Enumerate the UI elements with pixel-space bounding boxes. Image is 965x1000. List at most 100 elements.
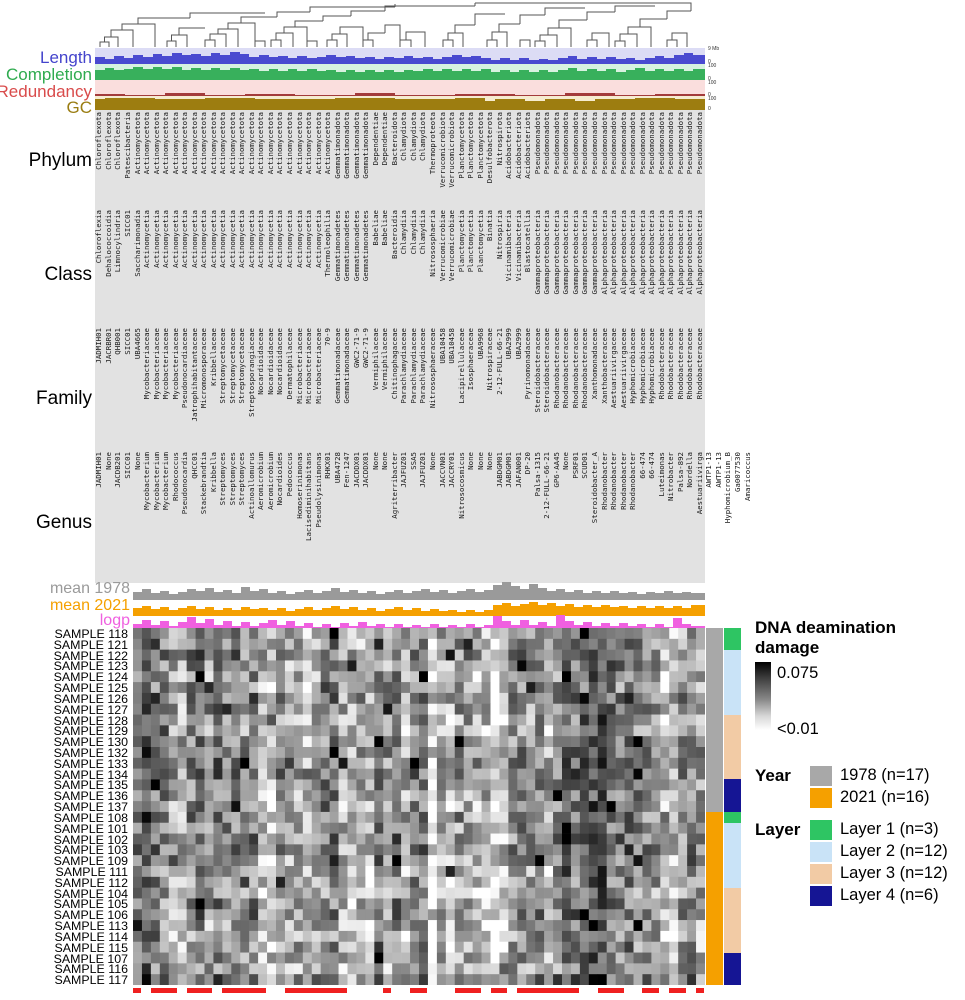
heatmap-cell <box>284 930 295 943</box>
layer-annotation-column <box>724 628 741 986</box>
heatmap-cell <box>258 941 268 953</box>
heatmap-cell <box>195 920 205 932</box>
heatmap-cell <box>597 909 607 921</box>
heatmap-cell <box>320 952 330 964</box>
significance-bar-9 <box>517 988 579 993</box>
heatmap-cell <box>687 952 697 964</box>
heatmap-cell <box>597 822 607 834</box>
layer-cell-21 <box>724 855 741 867</box>
heatmap-cell <box>293 952 304 964</box>
heatmap-cell <box>633 963 643 975</box>
heatmap-cell <box>508 974 518 985</box>
heatmap-cell <box>570 757 581 769</box>
heatmap-cell <box>669 660 679 672</box>
heatmap-cell <box>526 866 536 878</box>
heatmap-cell <box>168 692 178 705</box>
heatmap-cell <box>284 757 295 769</box>
heatmap-cell <box>660 671 670 683</box>
heatmap-cell <box>141 941 152 953</box>
heatmap-cell <box>508 671 518 683</box>
heatmap-cell <box>687 844 697 856</box>
heatmap-cell <box>365 963 375 975</box>
heatmap-cell <box>544 768 554 780</box>
heatmap-cell <box>445 811 456 824</box>
heatmap-cell <box>365 692 375 705</box>
heatmap-cell <box>186 801 196 813</box>
legend-layer-label-2: Layer 2 (n=12) <box>840 842 948 860</box>
heatmap-cell <box>168 649 178 661</box>
heatmap-cell <box>168 855 178 867</box>
heatmap-cell <box>267 703 277 715</box>
heatmap-cell <box>240 649 250 661</box>
heatmap-cell <box>204 747 214 759</box>
heatmap-cell <box>642 692 652 705</box>
heatmap-cell <box>401 671 411 683</box>
heatmap-cell <box>159 703 170 715</box>
heatmap-cell <box>624 779 634 791</box>
heatmap-cell <box>508 779 518 791</box>
sample-label-19: SAMPLE 102 <box>53 832 128 847</box>
heatmap-cell <box>204 920 214 932</box>
heatmap-cell <box>624 628 634 640</box>
heatmap-cell <box>329 671 339 683</box>
mean-label-1978: mean 1978 <box>49 580 130 597</box>
legend-layer-label-3: Layer 3 (n=12) <box>840 864 948 882</box>
heatmap-cell <box>427 844 438 856</box>
heatmap-cell <box>329 660 339 672</box>
heatmap-cell <box>141 974 152 985</box>
heatmap-cell <box>383 725 393 737</box>
heatmap-cell <box>615 790 625 802</box>
heatmap-cell <box>669 628 679 640</box>
heatmap-cell <box>213 898 223 910</box>
heatmap-cell <box>392 660 402 672</box>
heatmap-cell <box>615 671 625 683</box>
heatmap-cell <box>535 638 545 650</box>
heatmap-cell <box>553 671 563 683</box>
heatmap-cell <box>642 844 652 856</box>
heatmap-cell <box>669 974 679 985</box>
year-cell-9 <box>706 725 723 737</box>
heatmap-cell <box>499 811 509 824</box>
heatmap-cell <box>678 682 688 694</box>
heatmap-cell <box>186 660 196 672</box>
heatmap-cell <box>284 822 295 834</box>
heatmap-cell <box>383 876 393 888</box>
heatmap-cell <box>392 866 402 878</box>
heatmap-cell <box>347 725 357 737</box>
heatmap-cell <box>356 671 366 683</box>
heatmap-cell <box>687 682 697 694</box>
heatmap-cell <box>374 822 384 834</box>
heatmap-cell <box>535 682 545 694</box>
heatmap-cell <box>544 866 554 878</box>
heatmap-cell <box>508 876 518 888</box>
heatmap-cell <box>588 811 599 824</box>
heatmap-cell <box>249 822 259 834</box>
phylum-label-63: Pseudomonadota <box>694 112 704 175</box>
heatmap-cell <box>651 898 661 910</box>
heatmap-cell <box>311 909 321 921</box>
heatmap[interactable] <box>133 628 705 985</box>
heatmap-cell <box>141 790 152 802</box>
heatmap-cell <box>231 974 241 985</box>
heatmap-cell <box>544 692 554 705</box>
heatmap-cell <box>401 790 411 802</box>
heatmap-cell <box>249 974 259 985</box>
heatmap-cell <box>687 660 697 672</box>
heatmap-cell <box>258 714 268 726</box>
heatmap-cell <box>570 649 581 661</box>
heatmap-cell <box>526 747 536 759</box>
heatmap-cell <box>454 876 464 888</box>
heatmap-cell <box>651 649 661 661</box>
heatmap-cell <box>258 768 268 780</box>
heatmap-cell <box>338 898 348 910</box>
heatmap-cell <box>213 963 223 975</box>
year-cell-13 <box>706 768 723 780</box>
heatmap-cell <box>544 844 554 856</box>
heatmap-cell <box>562 920 572 932</box>
heatmap-cell <box>669 649 679 661</box>
heatmap-cell <box>177 638 187 650</box>
heatmap-cell <box>606 801 616 813</box>
heatmap-cell <box>347 801 357 813</box>
heatmap-cell <box>517 779 527 791</box>
heatmap-cell <box>553 725 563 737</box>
